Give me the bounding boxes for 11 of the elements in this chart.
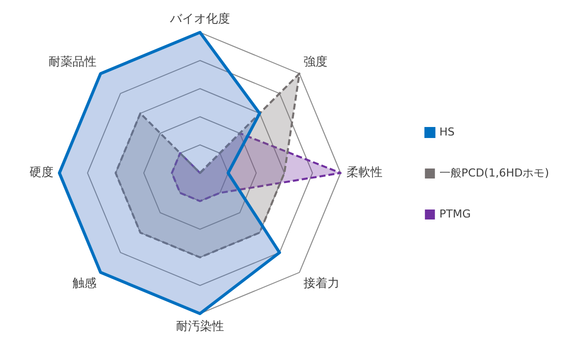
- spoke-label: 触感: [72, 276, 96, 290]
- spoke-label: 柔軟性: [346, 165, 383, 180]
- spoke-label: 硬度: [29, 165, 54, 180]
- spoke-label: 接着力: [304, 276, 340, 290]
- legend-label: 一般PCD(1,6HDホモ): [439, 166, 550, 180]
- spoke-label: 強度: [304, 54, 328, 68]
- legend-label: HS: [439, 125, 455, 138]
- legend-label: PTMG: [439, 207, 471, 220]
- spoke-label: バイオ化度: [169, 11, 230, 26]
- spoke-label: 耐汚染性: [176, 318, 224, 333]
- spoke-label: 耐薬品性: [48, 54, 96, 68]
